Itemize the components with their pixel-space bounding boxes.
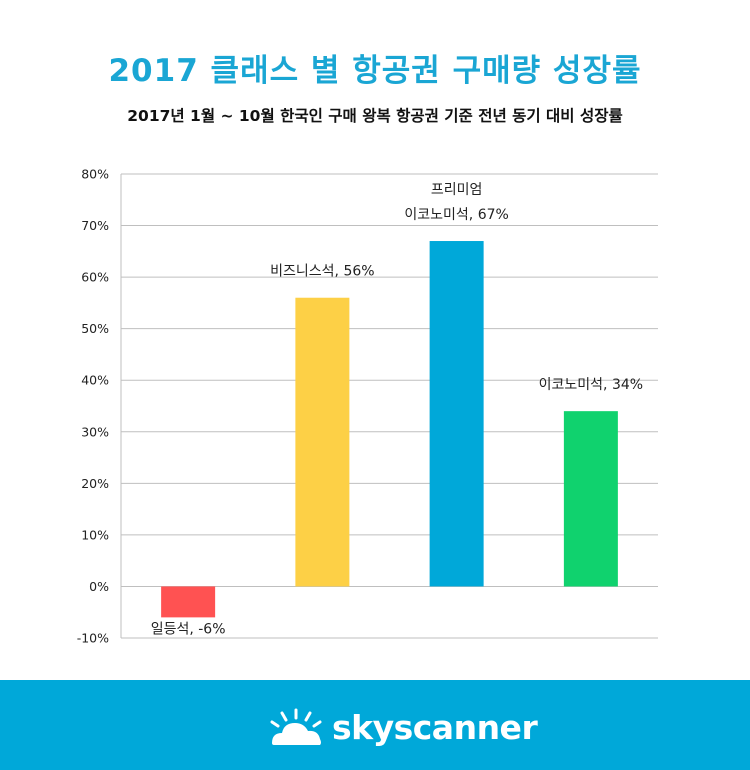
bar-3 bbox=[563, 411, 618, 587]
y-tick-label: 0% bbox=[89, 579, 109, 594]
bar-2 bbox=[429, 241, 484, 587]
bar-1 bbox=[295, 297, 350, 587]
chart-title: 2017 클래스 별 항공권 구매량 성장률 bbox=[108, 53, 642, 89]
brand-name: skyscanner bbox=[332, 707, 538, 747]
chart-subtitle: 2017년 1월 ~ 10월 한국인 구매 왕복 항공권 기준 전년 동기 대비… bbox=[127, 107, 623, 125]
bar-0 bbox=[161, 586, 216, 618]
sunrise-cloud-icon bbox=[270, 708, 322, 745]
y-tick-label: 80% bbox=[81, 167, 109, 182]
y-tick-label: 20% bbox=[81, 476, 109, 491]
data-label: 프리미엄 bbox=[431, 182, 483, 198]
data-label: 비즈니스석, 56% bbox=[270, 264, 374, 280]
y-tick-label: 10% bbox=[81, 527, 109, 542]
y-tick-label: 70% bbox=[81, 218, 109, 233]
data-label: 이코노미석, 34% bbox=[539, 377, 643, 393]
footer-banner: skyscanner bbox=[0, 680, 750, 770]
data-label: 이코노미석, 67% bbox=[404, 207, 508, 223]
y-tick-label: 40% bbox=[81, 373, 109, 388]
data-label: 일등석, -6% bbox=[151, 621, 226, 637]
y-tick-label: 60% bbox=[81, 270, 109, 285]
skyscanner-logo[interactable]: skyscanner bbox=[268, 702, 538, 752]
y-tick-label: 50% bbox=[81, 321, 109, 336]
y-tick-label: 30% bbox=[81, 424, 109, 439]
y-tick-label: -10% bbox=[77, 631, 109, 646]
bar-chart: -10% 0% 10% 20% 30% 40% 50% 60% 70% 80% 일등석, -6% 비즈… bbox=[77, 167, 658, 646]
